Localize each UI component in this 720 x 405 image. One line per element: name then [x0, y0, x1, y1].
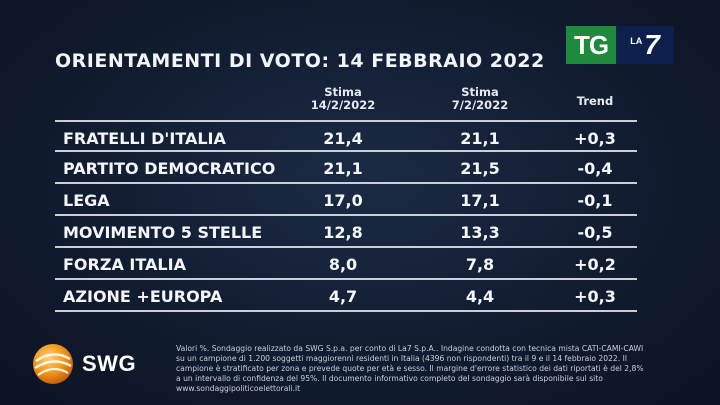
trend-value: -0,1 — [577, 191, 613, 210]
column-header-trend: Trend — [576, 94, 614, 108]
party-name: PARTITO DEMOCRATICO — [63, 159, 276, 178]
column-header-previous-line1: Stima — [461, 85, 499, 99]
logo-la7: LA 7 — [616, 26, 674, 64]
column-header-previous-line2: 7/2/2022 — [451, 98, 509, 112]
logo-la: LA — [630, 36, 643, 46]
estimate-previous: 21,1 — [460, 129, 500, 148]
estimate-current: 21,1 — [323, 159, 363, 178]
table-row: FRATELLI D'ITALIA 21,4 21,1 +0,3 — [55, 120, 637, 152]
table-row: MOVIMENTO 5 STELLE 12,8 13,3 -0,5 — [55, 216, 637, 248]
party-name: AZIONE +EUROPA — [63, 287, 223, 306]
column-header-current-line1: Stima — [324, 85, 362, 99]
estimate-current: 12,8 — [323, 223, 363, 242]
trend-value: +0,3 — [574, 287, 616, 306]
estimate-current: 4,7 — [328, 287, 358, 306]
swg-logo: SWG — [30, 341, 136, 387]
chart-title: ORIENTAMENTI DI VOTO: 14 FEBBRAIO 2022 — [55, 50, 545, 72]
party-name: FORZA ITALIA — [63, 255, 186, 274]
swg-brand-name: SWG — [82, 351, 137, 376]
tg-la7-logo: TG LA 7 — [566, 26, 674, 64]
party-name: MOVIMENTO 5 STELLE — [63, 223, 263, 242]
estimate-current: 21,4 — [323, 129, 363, 148]
estimate-previous: 4,4 — [465, 287, 495, 306]
column-header-previous: Stima 7/2/2022 — [440, 86, 520, 112]
estimate-current: 8,0 — [328, 255, 358, 274]
party-name: LEGA — [63, 191, 110, 210]
estimate-previous: 21,5 — [460, 159, 500, 178]
column-header-current-line2: 14/2/2022 — [310, 98, 376, 112]
trend-value: -0,4 — [577, 159, 613, 178]
trend-value: +0,2 — [574, 255, 616, 274]
estimate-previous: 7,8 — [465, 255, 495, 274]
logo-tg: TG — [566, 26, 616, 64]
table-header: Stima 14/2/2022 Stima 7/2/2022 Trend — [0, 86, 720, 118]
trend-value: -0,5 — [577, 223, 613, 242]
column-header-current: Stima 14/2/2022 — [303, 86, 383, 112]
table-row: FORZA ITALIA 8,0 7,8 +0,2 — [55, 248, 637, 280]
poll-table: FRATELLI D'ITALIA 21,4 21,1 +0,3 PARTITO… — [55, 120, 637, 312]
table-row: PARTITO DEMOCRATICO 21,1 21,5 -0,4 — [55, 152, 637, 184]
table-row: AZIONE +EUROPA 4,7 4,4 +0,3 — [55, 280, 637, 312]
swg-globe-icon — [33, 344, 73, 384]
methodology-note: Valori %. Sondaggio realizzato da SWG S.… — [176, 344, 644, 393]
estimate-previous: 17,1 — [460, 191, 500, 210]
table-row: LEGA 17,0 17,1 -0,1 — [55, 184, 637, 216]
estimate-current: 17,0 — [323, 191, 363, 210]
trend-value: +0,3 — [574, 129, 616, 148]
estimate-previous: 13,3 — [460, 223, 500, 242]
logo-seven: 7 — [644, 29, 660, 60]
party-name: FRATELLI D'ITALIA — [63, 129, 226, 148]
